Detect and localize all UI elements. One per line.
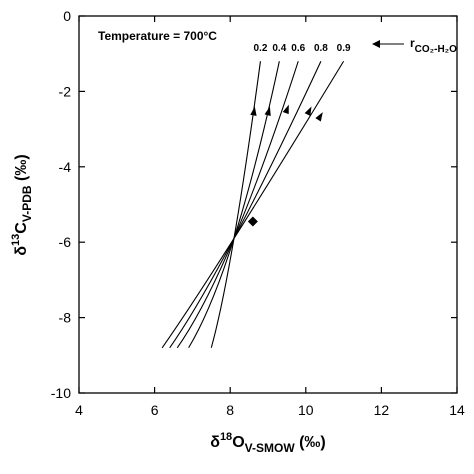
y-title-sup: 13 bbox=[10, 234, 22, 246]
x-title-sup: 18 bbox=[220, 431, 232, 443]
ratio-symbol: r bbox=[410, 36, 415, 50]
plot-frame bbox=[78, 15, 458, 394]
series-line-0.8 bbox=[169, 61, 322, 349]
series-line-0.9 bbox=[161, 60, 345, 349]
curve-label-0.8: 0.8 bbox=[314, 43, 328, 54]
y-tick-label: -2 bbox=[59, 83, 72, 99]
x-title-sub: V-SMOW bbox=[245, 441, 296, 455]
ratio-subscript: CO₂-H₂O bbox=[415, 44, 457, 55]
curve-labels: 0.2 0.4 0.6 0.8 0.9 bbox=[253, 43, 350, 54]
diamond-marker bbox=[247, 216, 258, 227]
y-tick-label: 0 bbox=[63, 8, 71, 24]
tick-labels: 4 6 8 10 12 14 0 -2 -4 -6 -8 -10 bbox=[51, 8, 465, 418]
series-arrow-0.6 bbox=[282, 104, 289, 115]
curve-label-0.9: 0.9 bbox=[337, 43, 351, 54]
marker-layer bbox=[247, 216, 258, 227]
ratio-label: rCO₂-H₂O bbox=[410, 36, 457, 55]
curve-label-0.2: 0.2 bbox=[253, 43, 267, 54]
ticks bbox=[78, 15, 458, 394]
x-axis-title: δ18OV-SMOW (‰) bbox=[210, 431, 326, 455]
y-tick-label: -6 bbox=[59, 234, 72, 250]
x-title-delta: δ bbox=[210, 434, 220, 451]
y-title-delta: δ bbox=[13, 246, 30, 256]
y-axis-title: δ13CV-PDB (‰) bbox=[10, 154, 34, 255]
series-arrow-0.8 bbox=[304, 106, 312, 116]
x-tick-label: 8 bbox=[226, 402, 234, 418]
x-title-element: O bbox=[232, 434, 244, 451]
y-title-sub: V-PDB bbox=[20, 185, 34, 222]
temperature-annotation: Temperature = 700°C bbox=[98, 29, 217, 43]
curve-label-0.4: 0.4 bbox=[272, 43, 286, 54]
y-title-element: C bbox=[13, 222, 30, 234]
curve-label-0.6: 0.6 bbox=[291, 43, 305, 54]
series-arrow-0.9 bbox=[315, 112, 323, 122]
y-tick-label: -8 bbox=[59, 310, 72, 326]
y-tick-label: -10 bbox=[51, 385, 71, 401]
x-tick-label: 14 bbox=[449, 402, 465, 418]
y-tick-label: -4 bbox=[59, 159, 72, 175]
series-arrow-0.2 bbox=[250, 106, 257, 116]
x-tick-label: 12 bbox=[374, 402, 390, 418]
x-tick-label: 4 bbox=[75, 402, 83, 418]
series-line-0.4 bbox=[188, 61, 280, 349]
series-layer bbox=[161, 60, 345, 349]
ratio-arrowhead bbox=[372, 40, 380, 48]
series-line-0.6 bbox=[176, 61, 299, 349]
series-arrow-0.4 bbox=[264, 106, 271, 116]
x-tick-label: 6 bbox=[151, 402, 159, 418]
x-title-unit: (‰) bbox=[295, 434, 326, 451]
y-title-unit: (‰) bbox=[13, 154, 30, 185]
x-tick-label: 10 bbox=[298, 402, 314, 418]
series-line-0.2 bbox=[210, 61, 261, 348]
